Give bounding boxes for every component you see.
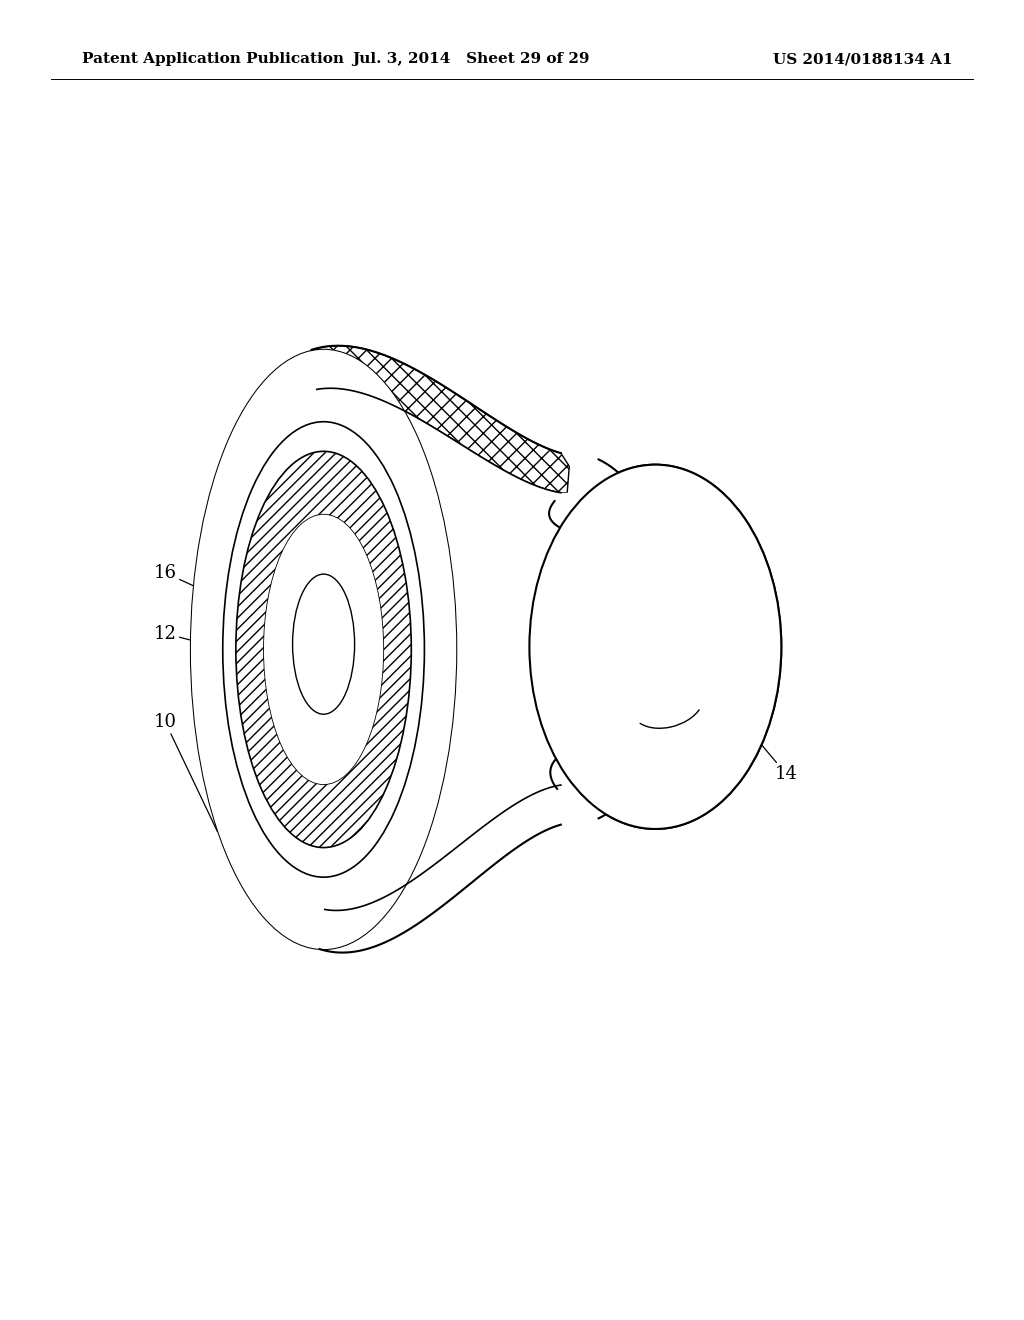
Polygon shape bbox=[306, 346, 569, 492]
Ellipse shape bbox=[190, 350, 457, 949]
Text: Patent Application Publication: Patent Application Publication bbox=[82, 53, 344, 66]
Text: 16: 16 bbox=[154, 564, 252, 612]
Polygon shape bbox=[311, 346, 677, 953]
Ellipse shape bbox=[190, 350, 457, 949]
Text: 10: 10 bbox=[154, 713, 217, 832]
Text: Fig. 34: Fig. 34 bbox=[371, 483, 479, 515]
Text: 12: 12 bbox=[154, 624, 279, 663]
Ellipse shape bbox=[529, 465, 781, 829]
Ellipse shape bbox=[264, 515, 383, 784]
Polygon shape bbox=[549, 502, 653, 789]
Text: US 2014/0188134 A1: US 2014/0188134 A1 bbox=[773, 53, 952, 66]
Ellipse shape bbox=[293, 574, 354, 714]
Polygon shape bbox=[316, 388, 677, 953]
Ellipse shape bbox=[529, 465, 781, 829]
Ellipse shape bbox=[223, 421, 424, 878]
Text: Jul. 3, 2014   Sheet 29 of 29: Jul. 3, 2014 Sheet 29 of 29 bbox=[352, 53, 590, 66]
Text: 14: 14 bbox=[737, 715, 798, 783]
Ellipse shape bbox=[264, 515, 383, 784]
Ellipse shape bbox=[236, 451, 412, 847]
